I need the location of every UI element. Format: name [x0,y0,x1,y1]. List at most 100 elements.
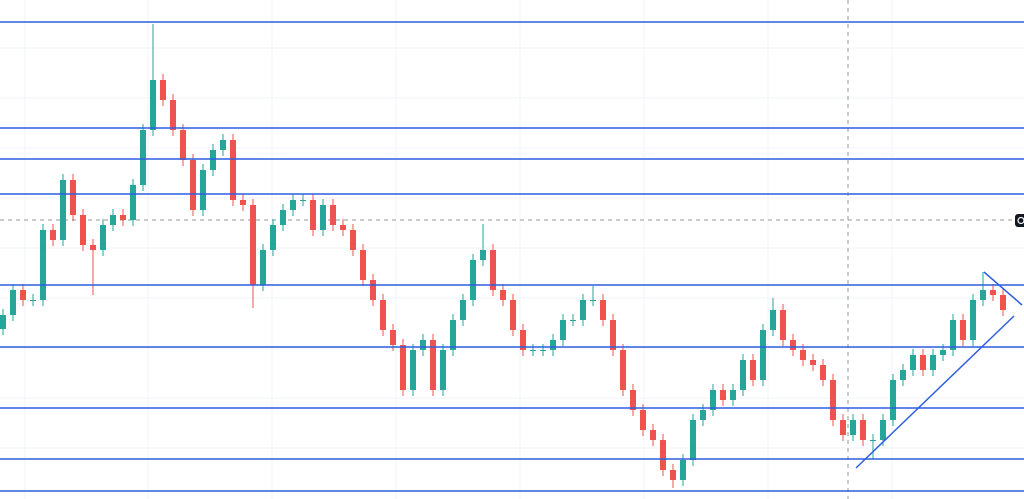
candle-body [690,420,696,460]
candle-body [970,300,976,340]
candle-body [480,250,486,260]
candle-body [650,430,656,440]
candle-body [150,80,156,130]
candle-body [1000,295,1006,310]
candle-body [180,130,186,160]
candle-body [870,440,876,441]
candle-body [550,340,556,350]
candle-body [980,290,986,300]
candle-body [770,310,776,330]
candle-body [540,350,546,351]
candle-body [590,300,596,301]
price-marker-icon[interactable] [1015,214,1024,227]
candle-body [880,420,886,440]
candle-body [300,200,306,201]
candle-body [390,330,396,345]
candle-body [730,390,736,400]
candle-body [170,100,176,130]
candle-body [20,290,26,300]
candle-body [600,300,606,320]
candle-body [30,300,36,301]
candle-body [750,360,756,380]
candle-body [910,355,916,370]
candle-body [80,215,86,245]
candle-body [400,345,406,390]
candle-body [720,390,726,400]
candle-body [340,225,346,230]
candle-body [460,300,466,320]
candle-body [850,420,856,435]
candle-body [660,440,666,470]
candle-body [990,290,996,295]
candle-body [430,340,436,390]
candle-body [560,320,566,340]
candle-body [580,300,586,320]
candle-body [890,380,896,420]
candle-body [700,410,706,420]
candle-body [380,300,386,330]
candle-body [940,350,946,355]
candle-body [60,180,66,240]
candle-body [230,140,236,200]
candle-body [350,230,356,250]
candle-body [830,380,836,420]
candle-body [500,290,506,300]
candle-body [490,250,496,290]
candle-body [800,350,806,360]
candle-body [310,200,316,230]
candle-body [950,320,956,350]
candle-body [130,185,136,220]
candle-body [420,340,426,350]
candle-body [330,205,336,225]
candle-body [10,290,16,315]
candle-body [280,210,286,225]
candle-body [610,320,616,350]
candle-body [200,170,206,210]
candle-body [40,230,46,300]
candle-body [900,370,906,380]
candle-body [640,410,646,430]
candle-body [270,225,276,250]
candle-body [820,365,826,380]
candle-body [780,310,786,340]
candle-body [210,150,216,170]
candle-body [670,470,676,480]
candle-body [790,340,796,350]
candle-body [440,350,446,390]
candle-body [290,200,296,210]
candle-body [240,200,246,205]
candle-body [630,390,636,410]
candle-body [250,205,256,285]
candle-body [120,215,126,220]
candle-body [930,355,936,370]
trend-line [983,271,1023,306]
candle-body [370,280,376,300]
candle-body [260,250,266,285]
candle-body [190,160,196,210]
candle-body [760,330,766,380]
candle-body [680,460,686,480]
candle-body [810,360,816,365]
candle-body [0,315,6,329]
trend-line [855,315,1015,469]
candle-body [450,320,456,350]
candle-body [410,350,416,390]
candle-body [510,300,516,330]
candle-body [90,245,96,250]
candle-body [100,225,106,250]
candle-body [920,355,926,370]
candle-body [140,130,146,185]
candle-body [960,320,966,340]
candle-body [570,320,576,321]
candle-body [70,180,76,215]
candle-body [50,230,56,240]
candle-body [530,350,536,351]
candle-body [710,390,716,410]
candle-body [470,260,476,300]
candle-body [220,140,226,150]
candle-body [620,350,626,390]
candle-body [520,330,526,350]
